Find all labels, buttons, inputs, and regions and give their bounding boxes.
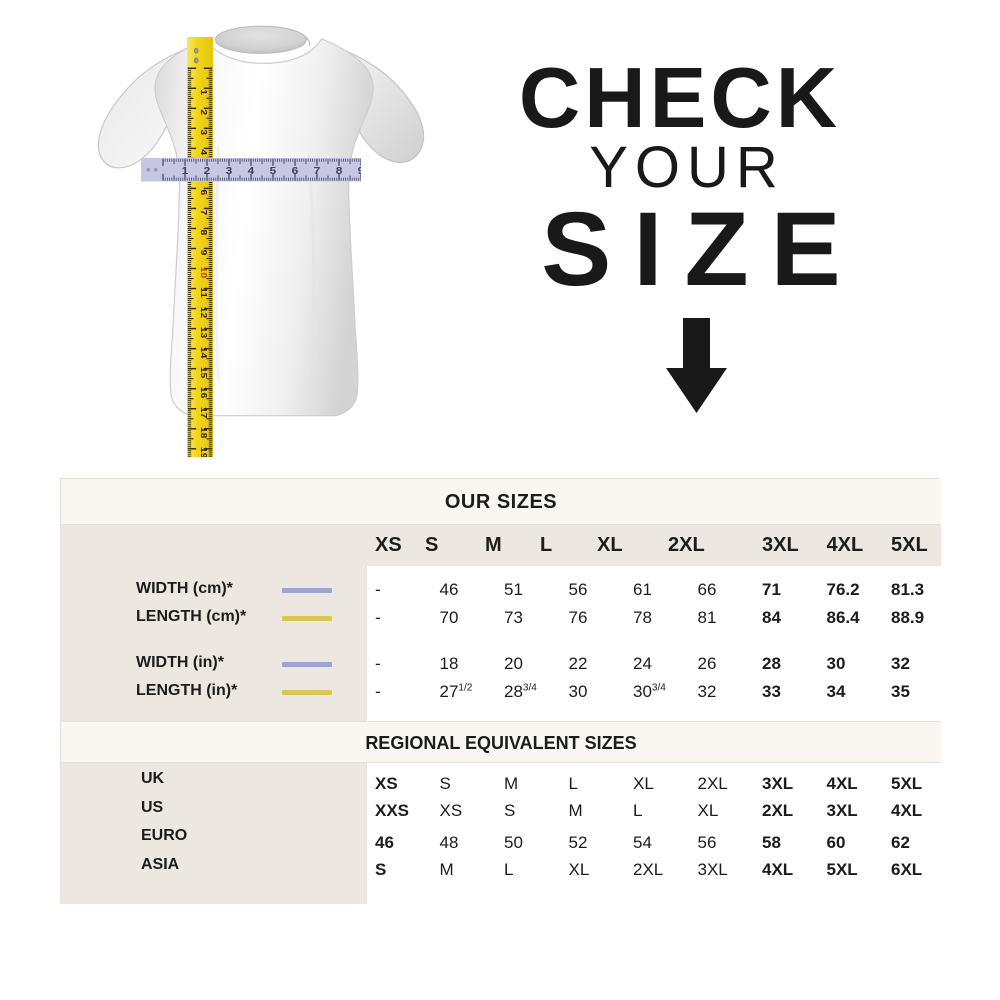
svg-text:3: 3 — [226, 165, 233, 176]
svg-text:13: 13 — [199, 327, 208, 338]
svg-text:11: 11 — [199, 287, 208, 298]
svg-text:10: 10 — [199, 267, 208, 278]
svg-text:4: 4 — [248, 165, 256, 176]
svg-text:14: 14 — [199, 347, 208, 359]
svg-text:7: 7 — [314, 165, 321, 176]
svg-text:6: 6 — [199, 189, 208, 195]
svg-text:1: 1 — [182, 165, 189, 176]
svg-text:1: 1 — [199, 89, 208, 95]
svg-text:3: 3 — [199, 129, 208, 135]
svg-text:8: 8 — [336, 165, 343, 176]
svg-text:12: 12 — [199, 307, 208, 318]
svg-text:18: 18 — [199, 427, 208, 438]
svg-text:9: 9 — [199, 250, 208, 256]
svg-text:2: 2 — [199, 109, 208, 115]
svg-text:8: 8 — [199, 230, 208, 236]
svg-text:4: 4 — [199, 149, 208, 156]
svg-text:5: 5 — [270, 165, 277, 176]
svg-text:7: 7 — [199, 210, 208, 216]
svg-text:19: 19 — [199, 447, 208, 457]
svg-text:15: 15 — [199, 367, 208, 378]
svg-text:9: 9 — [358, 165, 361, 176]
svg-text:17: 17 — [199, 407, 208, 418]
svg-text:2: 2 — [204, 165, 211, 176]
svg-text:16: 16 — [199, 387, 208, 398]
svg-text:6: 6 — [292, 165, 299, 176]
